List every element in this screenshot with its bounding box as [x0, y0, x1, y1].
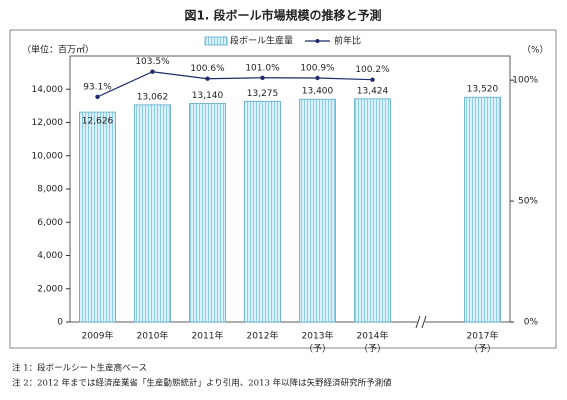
- bar-value-label: 13,520: [467, 85, 499, 95]
- y-tick-label: 6,000: [37, 218, 63, 228]
- line-point: [315, 75, 320, 81]
- y2-tick-label: 0%: [524, 318, 539, 328]
- line: [97, 71, 373, 98]
- y-tick-label: 2,000: [37, 284, 63, 294]
- x-tick-label: 2011年: [192, 330, 224, 342]
- bar-value-label: 13,062: [137, 92, 169, 102]
- x-tick-note: （予）: [359, 344, 386, 355]
- bar: [244, 100, 281, 323]
- x-tick-label: 2010年: [137, 330, 169, 342]
- bar: [464, 96, 501, 323]
- y-tick-label: 14,000: [32, 85, 64, 95]
- x-tick-label: 2017年: [467, 330, 499, 342]
- line-value-label: 100.2%: [355, 65, 390, 75]
- line-value-label: 103.5%: [135, 57, 170, 67]
- y-axis-label: （単位：百万㎡）: [22, 44, 94, 56]
- line-point: [370, 77, 375, 82]
- bar: [354, 98, 391, 323]
- line-value-label: 93.1%: [83, 82, 112, 92]
- line-point: [205, 76, 210, 81]
- y-tick-label: 12,000: [32, 118, 64, 128]
- line-value-label: 101.0%: [245, 63, 280, 73]
- bar-value-label: 13,275: [247, 89, 279, 99]
- x-tick-note: （予）: [304, 344, 331, 355]
- y-tick-label: 0: [57, 318, 63, 328]
- y-tick-label: 10,000: [32, 151, 64, 161]
- line-point: [95, 94, 100, 100]
- legend-swatch: [315, 39, 320, 43]
- x-tick-label: 2013年: [302, 330, 334, 342]
- y2-tick-label: 100%: [512, 76, 538, 86]
- footnote: 注 1：段ボールシート生産高ベース: [12, 363, 147, 374]
- legend-swatch: [204, 36, 228, 46]
- y2-tick-label: 50%: [518, 197, 538, 207]
- bar: [299, 98, 336, 323]
- line-value-label: 100.9%: [300, 64, 335, 74]
- chart-frame: [9, 29, 557, 349]
- bar: [189, 103, 226, 323]
- legend-label: 前年比: [334, 35, 361, 47]
- y2-axis-label: （%）: [522, 45, 549, 56]
- x-tick-label: 2014年: [357, 330, 389, 342]
- footnote: 注 2：2012 年までは経済産業省「生産動態統計」より引用、2013 年以降は…: [12, 378, 392, 389]
- line-point: [260, 75, 265, 80]
- axis-break: [415, 315, 427, 329]
- chart-title: 図1. 段ボール市場規模の推移と予測: [184, 8, 381, 23]
- bar: [134, 104, 171, 323]
- x-tick-label: 2012年: [247, 330, 279, 342]
- line-value-label: 100.6%: [190, 64, 225, 74]
- legend-label: 段ボール生産量: [230, 35, 293, 47]
- bar-value-label: 13,140: [192, 91, 224, 101]
- x-tick-note: （予）: [469, 344, 496, 355]
- x-tick-label: 2009年: [82, 330, 114, 342]
- bar-value-label: 13,424: [357, 86, 389, 96]
- y-tick-label: 4,000: [37, 251, 63, 261]
- bar-value-label: 12,626: [82, 117, 114, 127]
- bar-value-label: 13,400: [302, 87, 334, 97]
- line-point: [150, 69, 155, 74]
- y-tick-label: 8,000: [37, 185, 63, 195]
- bar: [79, 111, 116, 323]
